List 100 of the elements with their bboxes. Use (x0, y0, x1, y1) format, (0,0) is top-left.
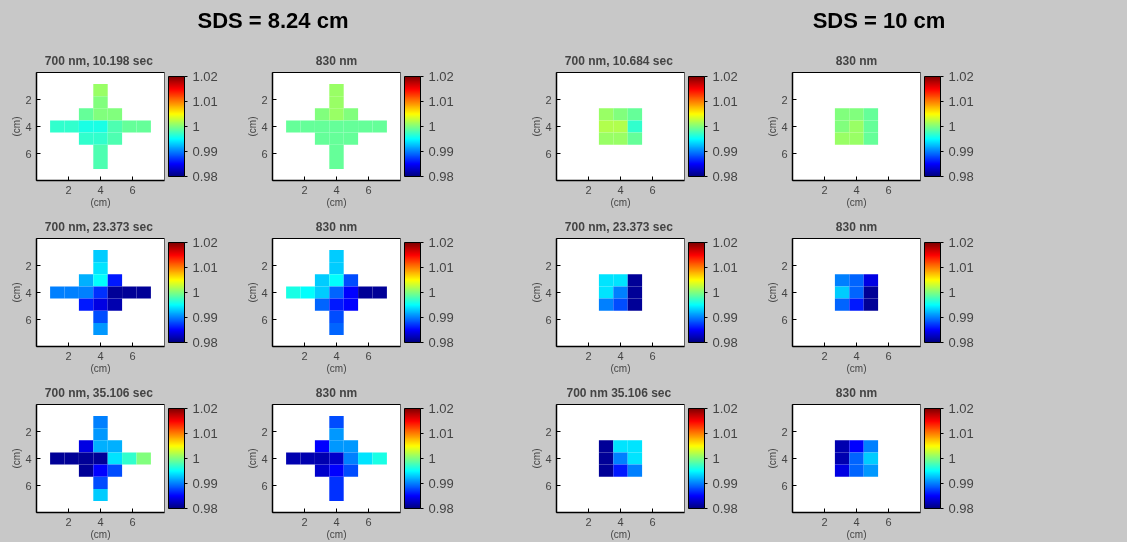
x-tick-label: 6 (129, 515, 136, 528)
color-bar-label: 1.01 (712, 426, 738, 441)
color-bar-label: 1.01 (192, 94, 218, 109)
x-tick-label: 4 (853, 183, 860, 196)
x-axis-title: (cm) (90, 362, 111, 374)
color-bar-label: 1 (712, 451, 720, 466)
y-tick-label: 6 (25, 479, 32, 492)
y-tick-label: 2 (781, 259, 788, 272)
color-bar-label: 1 (428, 451, 436, 466)
y-tick-label: 4 (261, 452, 268, 465)
y-tick-label: 4 (25, 452, 32, 465)
color-bar-label: 1 (948, 451, 956, 466)
y-axis-title: (cm) (11, 282, 23, 303)
x-axis-title: (cm) (846, 196, 867, 208)
color-bar-label: 1.02 (192, 69, 218, 84)
y-tick-label: 4 (25, 120, 32, 133)
y-tick-label: 6 (545, 479, 552, 492)
color-bar-label: 0.98 (192, 335, 218, 350)
x-tick-label: 2 (821, 183, 828, 196)
x-axis-title: (cm) (846, 362, 867, 374)
y-tick-label: 2 (261, 93, 268, 106)
x-axis-title: (cm) (610, 528, 631, 540)
color-bar-label: 0.98 (428, 501, 454, 516)
x-tick-label: 4 (617, 515, 624, 528)
color-bar-label: 1 (948, 119, 956, 134)
chart-title: 700 nm, 10.198 sec (44, 53, 154, 68)
color-bar-label: 1.02 (192, 401, 218, 416)
color-bar-label: 1 (712, 119, 720, 134)
y-axis-title: (cm) (767, 116, 779, 137)
x-tick-label: 4 (97, 515, 104, 528)
color-bar-label: 0.99 (428, 144, 454, 159)
y-tick-label: 4 (781, 120, 788, 133)
y-tick-label: 6 (545, 313, 552, 326)
y-tick-label: 4 (781, 286, 788, 299)
x-tick-label: 2 (585, 349, 592, 362)
color-bar-label: 1.02 (948, 235, 974, 250)
x-axis-title: (cm) (90, 196, 111, 208)
x-tick-label: 2 (65, 183, 72, 196)
color-bar-label: 0.99 (192, 476, 218, 491)
y-tick-label: 6 (261, 479, 268, 492)
color-bar-label: 0.98 (428, 335, 454, 350)
color-bar-label: 0.99 (712, 144, 738, 159)
y-tick-label: 2 (261, 425, 268, 438)
color-bar-label: 1 (192, 119, 200, 134)
color-bar-label: 1.02 (948, 69, 974, 84)
y-axis-title: (cm) (531, 448, 543, 469)
color-bar-label: 1.01 (428, 94, 454, 109)
chart-title: 830 nm (835, 53, 878, 68)
chart-title: 830 nm (315, 385, 358, 400)
color-bar-label: 0.98 (948, 169, 974, 184)
x-axis-title: (cm) (610, 196, 631, 208)
chart-title: 700 nm 35.106 sec (566, 385, 672, 400)
x-axis-title: (cm) (90, 528, 111, 540)
y-tick-label: 2 (545, 425, 552, 438)
x-tick-label: 4 (333, 349, 340, 362)
x-axis-title: (cm) (326, 362, 347, 374)
y-tick-label: 4 (261, 286, 268, 299)
y-tick-label: 4 (25, 286, 32, 299)
x-tick-label: 2 (821, 515, 828, 528)
y-axis-title: (cm) (531, 116, 543, 137)
x-tick-label: 4 (617, 349, 624, 362)
x-tick-label: 6 (365, 183, 372, 196)
y-tick-label: 2 (781, 93, 788, 106)
x-tick-label: 6 (649, 183, 656, 196)
color-bar-label: 0.98 (712, 501, 738, 516)
y-tick-label: 2 (261, 259, 268, 272)
color-bar-label: 0.99 (428, 476, 454, 491)
color-bar-label: 1 (948, 285, 956, 300)
color-bar-label: 0.99 (948, 476, 974, 491)
color-bar-label: 0.98 (192, 169, 218, 184)
y-tick-label: 6 (25, 147, 32, 160)
x-tick-label: 4 (97, 183, 104, 196)
y-axis-title: (cm) (767, 448, 779, 469)
y-tick-label: 4 (261, 120, 268, 133)
x-axis-title: (cm) (326, 196, 347, 208)
color-bar-label: 1.01 (948, 260, 974, 275)
color-bar-label: 1 (192, 285, 200, 300)
color-bar-label: 0.98 (948, 501, 974, 516)
color-bar-label: 1.01 (948, 94, 974, 109)
color-bar-label: 1.02 (712, 69, 738, 84)
y-tick-label: 6 (261, 147, 268, 160)
color-bar-label: 0.98 (712, 335, 738, 350)
color-bar-label: 1.02 (428, 401, 454, 416)
color-bar-label: 0.99 (712, 476, 738, 491)
y-axis-title: (cm) (247, 116, 259, 137)
color-bar-label: 1.01 (428, 260, 454, 275)
color-bar-label: 1 (428, 285, 436, 300)
y-tick-label: 6 (781, 313, 788, 326)
x-tick-label: 2 (585, 183, 592, 196)
x-tick-label: 2 (301, 515, 308, 528)
y-axis-title: (cm) (247, 448, 259, 469)
chart-title: 700 nm, 23.373 sec (564, 219, 674, 234)
color-bar-label: 1.01 (712, 94, 738, 109)
x-axis-title: (cm) (846, 528, 867, 540)
chart-title: 700 nm, 23.373 sec (44, 219, 154, 234)
x-tick-label: 4 (617, 183, 624, 196)
color-bar-label: 1.01 (192, 260, 218, 275)
color-bar-label: 1.01 (712, 260, 738, 275)
chart-title: 830 nm (835, 219, 878, 234)
x-tick-label: 2 (65, 349, 72, 362)
